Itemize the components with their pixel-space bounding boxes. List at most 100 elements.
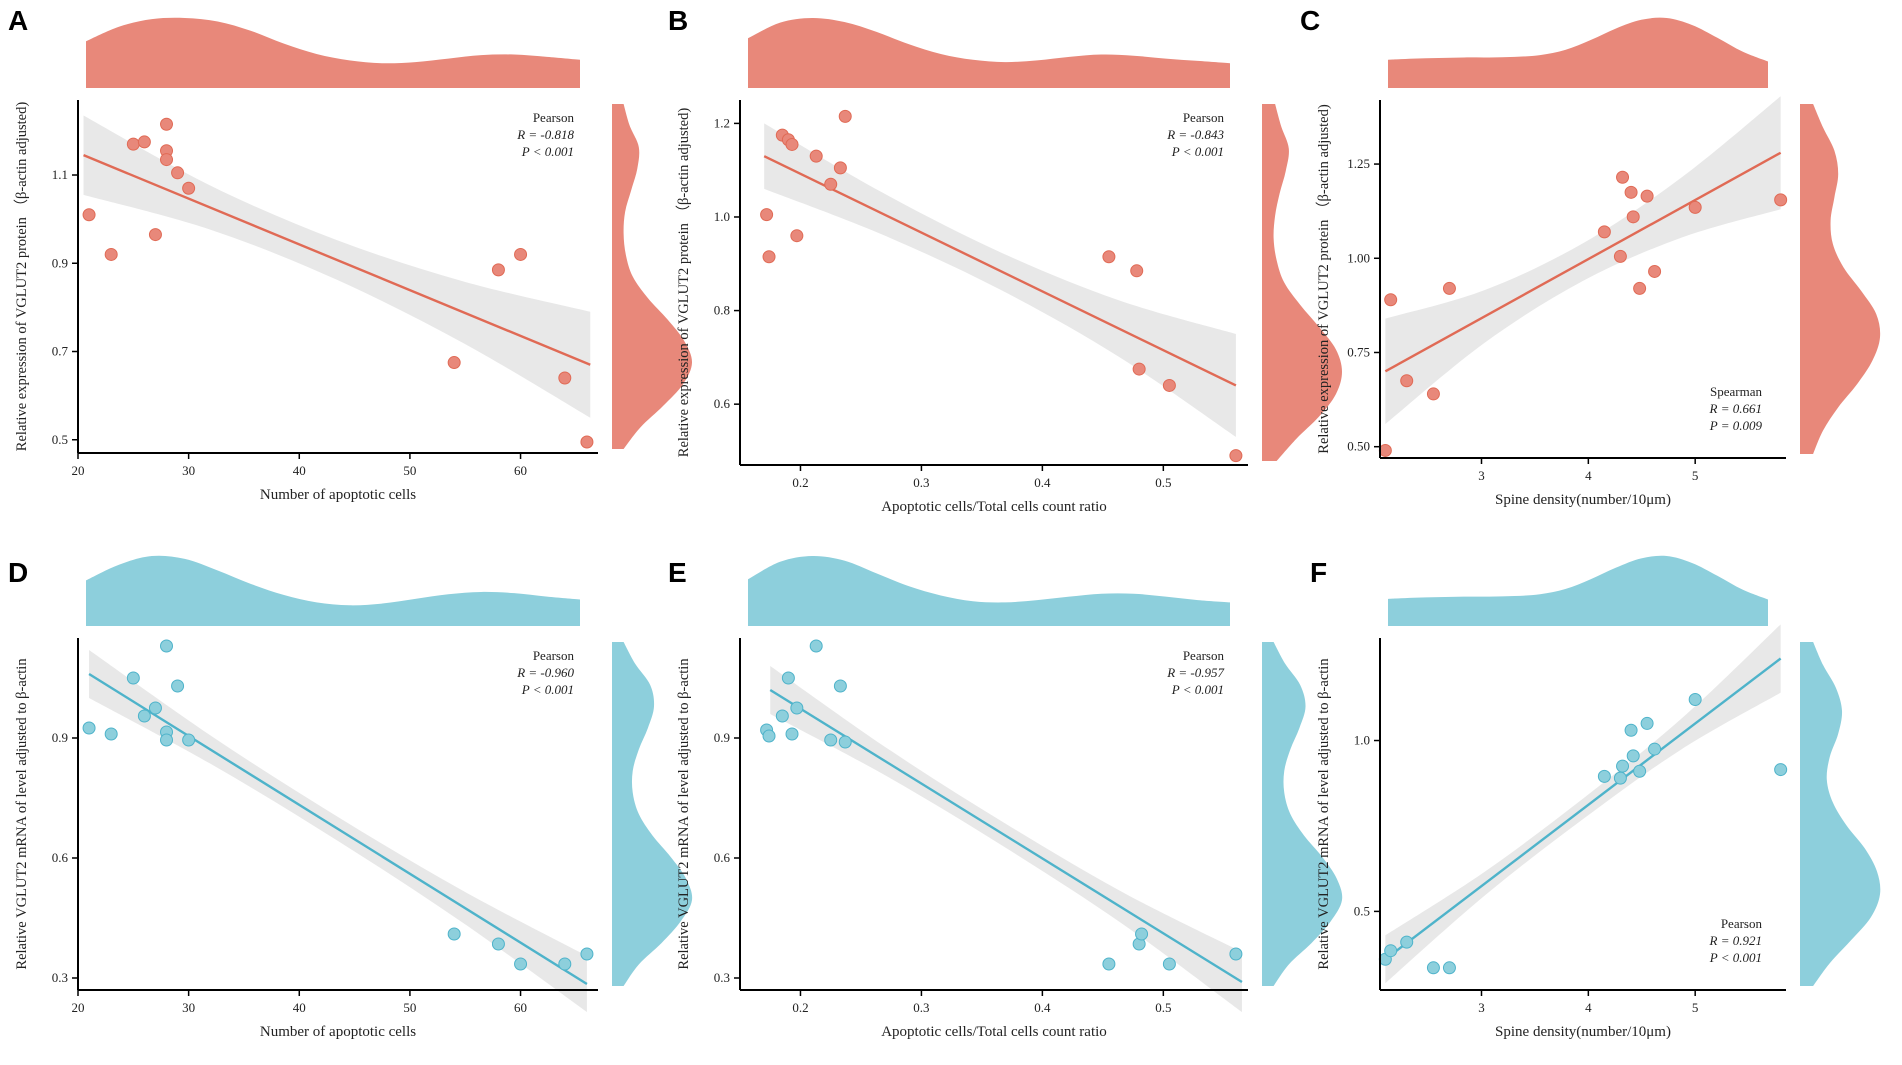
data-point xyxy=(1774,763,1788,777)
panel-label: F xyxy=(1310,557,1327,588)
x-tick-label: 60 xyxy=(514,463,527,478)
data-point xyxy=(1384,944,1398,958)
y-tick-label: 0.9 xyxy=(52,730,68,745)
panel-e: E 0.2 0.3 0.4 0.5 0.3 0.6 0.9 Apoptotic cells/To… xyxy=(668,555,1343,1040)
y-axis-title: Relative VGLUT2 mRNA of level adjusted t… xyxy=(676,658,692,970)
right-density xyxy=(1262,104,1342,461)
data-point xyxy=(1688,200,1702,214)
data-point xyxy=(447,356,461,370)
top-density xyxy=(86,17,580,89)
panel-c: C 3 4 5 0.50 0.75 1.00 1.25 Spine density(number… xyxy=(1300,5,1881,508)
data-point xyxy=(160,117,174,131)
y-tick-label: 0.5 xyxy=(52,432,68,447)
panel-label: B xyxy=(668,5,688,36)
data-point xyxy=(1400,374,1414,388)
x-tick-label: 0.4 xyxy=(1034,1000,1051,1015)
data-point xyxy=(1229,449,1243,463)
data-point xyxy=(1400,935,1414,949)
confidence-band xyxy=(770,666,1242,1012)
stats-p: P < 0.001 xyxy=(521,682,574,697)
regression-line xyxy=(769,688,1243,984)
data-point xyxy=(1384,293,1398,307)
data-point xyxy=(1442,281,1456,295)
right-density xyxy=(1800,642,1881,986)
data-point xyxy=(491,263,505,277)
x-tick-label: 5 xyxy=(1692,468,1699,483)
data-point xyxy=(126,137,140,151)
panel-a: A 20 30 40 50 60 0.5 0.7 0.9 1.1 Number of apoptot… xyxy=(8,5,693,503)
y-tick-label: 0.75 xyxy=(1347,344,1370,359)
data-point xyxy=(785,137,799,151)
confidence-band xyxy=(1385,624,1781,984)
y-tick-label: 0.7 xyxy=(52,344,69,359)
data-point xyxy=(824,733,838,747)
regression-line xyxy=(88,672,588,986)
stats-p: P < 0.001 xyxy=(1171,682,1224,697)
x-tick-label: 3 xyxy=(1478,1000,1485,1015)
data-point xyxy=(809,149,823,163)
stats-p: P < 0.001 xyxy=(1709,950,1762,965)
data-point xyxy=(1229,947,1243,961)
x-tick-label: 4 xyxy=(1585,468,1592,483)
stats-r: R = -0.957 xyxy=(1166,665,1224,680)
stats-r: R = 0.921 xyxy=(1709,933,1762,948)
y-tick-label: 0.5 xyxy=(1354,903,1370,918)
data-point xyxy=(1426,387,1440,401)
x-tick-label: 40 xyxy=(293,1000,306,1015)
stats-r: R = 0.661 xyxy=(1709,401,1762,416)
data-point xyxy=(1688,693,1702,707)
x-tick-label: 30 xyxy=(182,463,195,478)
right-density xyxy=(1262,642,1343,986)
data-point xyxy=(785,727,799,741)
y-tick-label: 1.00 xyxy=(1347,250,1370,265)
data-point xyxy=(838,109,852,123)
panel-d: D 20 30 40 50 60 0.3 0.6 0.9 Number of apoptotic … xyxy=(8,555,693,1040)
data-point xyxy=(580,435,594,449)
data-point xyxy=(171,679,185,693)
data-point xyxy=(1102,250,1116,264)
data-point xyxy=(447,927,461,941)
data-point xyxy=(1378,443,1392,457)
stats-method: Pearson xyxy=(533,110,575,125)
data-point xyxy=(514,247,528,261)
top-density xyxy=(1388,17,1768,89)
data-point xyxy=(160,153,174,167)
data-point xyxy=(1130,264,1144,278)
y-tick-label: 1.25 xyxy=(1347,156,1370,171)
data-point xyxy=(1624,185,1638,199)
y-tick-label: 0.3 xyxy=(52,970,68,985)
data-point xyxy=(1626,210,1640,224)
stats-method: Pearson xyxy=(533,648,575,663)
data-point xyxy=(1162,378,1176,392)
data-point xyxy=(833,161,847,175)
y-tick-label: 0.9 xyxy=(714,730,730,745)
confidence-band xyxy=(764,123,1236,437)
data-point xyxy=(775,709,789,723)
x-tick-label: 0.2 xyxy=(792,1000,808,1015)
stats-r: R = -0.818 xyxy=(516,127,574,142)
data-point xyxy=(160,639,174,653)
x-tick-label: 5 xyxy=(1692,1000,1699,1015)
data-point xyxy=(491,937,505,951)
stats-annotation: Pearson R = -0.818 P < 0.001 xyxy=(516,110,574,159)
data-point xyxy=(126,671,140,685)
x-tick-label: 30 xyxy=(182,1000,195,1015)
data-point xyxy=(558,957,572,971)
panel-f: F 3 4 5 0.5 1.0 Spine density(number/10μm) Rela… xyxy=(1310,555,1881,1040)
confidence-band xyxy=(1385,96,1781,425)
regression-line xyxy=(1384,657,1782,961)
data-point xyxy=(148,228,162,242)
y-tick-label: 0.6 xyxy=(714,396,731,411)
data-point xyxy=(1640,189,1654,203)
x-tick-label: 0.3 xyxy=(913,475,929,490)
top-density xyxy=(748,555,1230,626)
data-point xyxy=(558,371,572,385)
y-tick-label: 0.6 xyxy=(52,850,69,865)
y-tick-label: 0.3 xyxy=(714,970,730,985)
data-point xyxy=(833,679,847,693)
data-point xyxy=(1613,249,1627,263)
data-point xyxy=(82,208,96,222)
y-tick-label: 1.1 xyxy=(52,167,68,182)
y-tick-label: 1.0 xyxy=(714,209,730,224)
